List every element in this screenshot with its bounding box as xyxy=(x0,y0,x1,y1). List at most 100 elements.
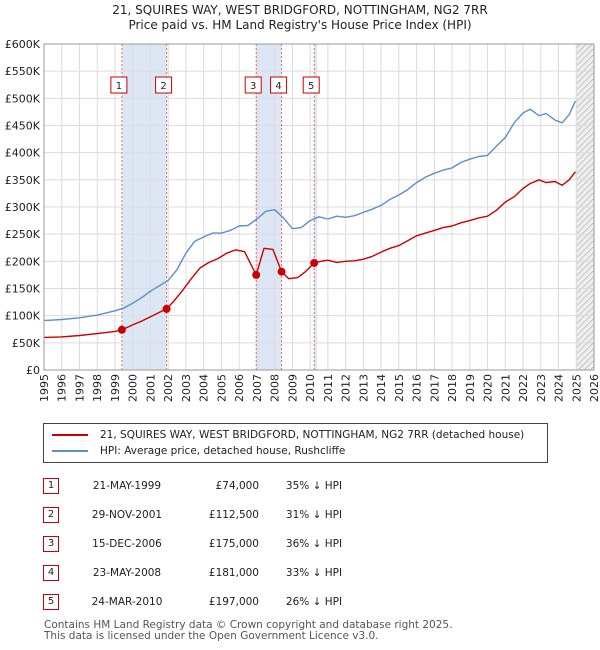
sale-label-box: 2 xyxy=(155,76,173,94)
x-tick-label: 2007 xyxy=(251,374,264,402)
sale-hpi-diff: 35% ↓ HPI xyxy=(285,479,343,492)
x-tick-label: 2002 xyxy=(162,374,175,402)
table-row: 4 23-MAY-2008 £181,000 33% ↓ HPI xyxy=(43,558,369,587)
x-tick-label: 2024 xyxy=(553,374,566,402)
x-tick-label: 2011 xyxy=(322,374,335,402)
legend-item-property: 21, SQUIRES WAY, WEST BRIDGFORD, NOTTING… xyxy=(52,427,524,443)
legend: 21, SQUIRES WAY, WEST BRIDGFORD, NOTTING… xyxy=(43,423,548,463)
hatch-line xyxy=(575,167,594,187)
hatch-line xyxy=(575,227,594,247)
hatch-line xyxy=(575,83,594,103)
x-tick-label: 2018 xyxy=(446,374,459,402)
sale-label-frame xyxy=(270,76,288,94)
hatch-line xyxy=(575,209,594,229)
sale-price: £181,000 xyxy=(208,566,259,579)
y-tick-label: £550K xyxy=(5,65,41,78)
y-tick-label: £150K xyxy=(5,283,41,296)
x-tick-label: 2017 xyxy=(428,374,441,402)
x-tick-label: 2022 xyxy=(517,374,530,402)
sale-price: £112,500 xyxy=(208,508,259,521)
sale-label-frame xyxy=(110,76,128,94)
hatch-line xyxy=(575,173,594,193)
hatch-line xyxy=(575,101,594,121)
hatch-line xyxy=(575,215,594,235)
hatch-line xyxy=(575,71,594,91)
sale-point xyxy=(162,304,171,313)
y-tick-label: £500K xyxy=(5,92,41,105)
x-tick-label: 2009 xyxy=(286,374,299,402)
x-tick-label: 2012 xyxy=(340,374,353,402)
x-tick-label: 2014 xyxy=(375,374,388,402)
y-tick-label: £300K xyxy=(5,201,41,214)
sale-date: 23-MAY-2008 xyxy=(92,566,162,579)
x-tick-label: 2025 xyxy=(570,374,583,402)
hatch-line xyxy=(575,107,594,127)
x-tick-label: 2003 xyxy=(180,374,193,402)
y-tick-label: £50K xyxy=(12,337,41,350)
sale-hpi-diff: 36% ↓ HPI xyxy=(285,537,343,550)
sales-table: 1 21-MAY-1999 £74,000 35% ↓ HPI 2 29-NOV… xyxy=(43,471,369,616)
x-tick-label: 2000 xyxy=(127,374,140,402)
hatch-line xyxy=(575,131,594,151)
sale-point xyxy=(310,258,319,267)
x-tick-label: 2020 xyxy=(482,374,495,402)
legend-label-hpi: HPI: Average price, detached house, Rush… xyxy=(100,445,346,457)
y-tick-label: £400K xyxy=(5,147,41,160)
chart-title: 21, SQUIRES WAY, WEST BRIDGFORD, NOTTING… xyxy=(112,3,488,17)
x-tick-label: 2001 xyxy=(144,374,157,402)
x-tick-label: 2021 xyxy=(499,374,512,402)
hatch-line xyxy=(575,269,594,289)
hatch-line xyxy=(575,77,594,97)
sale-point xyxy=(277,267,286,276)
x-tick-label: 2015 xyxy=(393,374,406,402)
sale-hpi-diff: 26% ↓ HPI xyxy=(285,595,343,608)
hatch-line xyxy=(575,44,593,61)
sale-number-badge: 1 xyxy=(43,477,59,494)
y-tick-label: £450K xyxy=(5,120,41,133)
y-tick-label: £100K xyxy=(5,310,41,323)
x-tick-label: 1995 xyxy=(38,374,51,402)
hatch-line xyxy=(575,323,594,343)
hatch-line xyxy=(575,65,594,85)
plot-frame xyxy=(43,43,595,371)
sale-label-number: 1 xyxy=(116,81,122,92)
sale-label-number: 2 xyxy=(160,81,166,92)
future-hatch xyxy=(575,44,594,370)
sale-label-frame xyxy=(302,76,320,94)
footer-license: This data is licensed under the Open Gov… xyxy=(44,630,379,642)
hatch-line xyxy=(575,263,594,283)
y-tick-label: £350K xyxy=(5,174,41,187)
hatch-line xyxy=(575,281,594,301)
table-row: 2 29-NOV-2001 £112,500 31% ↓ HPI xyxy=(43,500,369,529)
x-tick-label: 2008 xyxy=(269,374,282,402)
y-tick-label: £200K xyxy=(5,255,41,268)
sale-hpi-diff: 31% ↓ HPI xyxy=(285,508,343,521)
hatch-line xyxy=(575,233,594,253)
legend-item-hpi: HPI: Average price, detached house, Rush… xyxy=(52,443,345,459)
hatch-line xyxy=(575,47,594,67)
sale-number-badge: 4 xyxy=(43,564,59,581)
hatch-line xyxy=(575,347,594,367)
sale-point xyxy=(252,270,261,279)
sale-date: 24-MAR-2010 xyxy=(91,595,163,608)
hatch-line xyxy=(575,95,594,115)
y-tick-label: £0 xyxy=(26,364,40,377)
y-tick-label: £600K xyxy=(5,38,41,51)
sale-label-box: 5 xyxy=(302,76,320,94)
sale-date: 15-DEC-2006 xyxy=(92,537,162,550)
hatch-line xyxy=(575,239,594,259)
table-row: 5 24-MAR-2010 £197,000 26% ↓ HPI xyxy=(43,587,369,616)
sale-date: 21-MAY-1999 xyxy=(92,479,162,492)
legend-swatch-hpi xyxy=(52,450,88,452)
footer-copyright: Contains HM Land Registry data © Crown c… xyxy=(44,619,453,631)
sale-point xyxy=(117,325,126,334)
chart-subtitle: Price paid vs. HM Land Registry's House … xyxy=(128,18,472,32)
x-tick-label: 2016 xyxy=(411,374,424,402)
y-tick-label: £250K xyxy=(5,228,41,241)
x-tick-label: 2010 xyxy=(304,374,317,402)
legend-label-property: 21, SQUIRES WAY, WEST BRIDGFORD, NOTTING… xyxy=(100,429,525,441)
sale-label-box: 4 xyxy=(270,76,288,94)
sale-label-number: 4 xyxy=(275,81,281,92)
footer: Contains HM Land Registry data © Crown c… xyxy=(44,620,452,642)
hatch-line xyxy=(575,293,594,313)
